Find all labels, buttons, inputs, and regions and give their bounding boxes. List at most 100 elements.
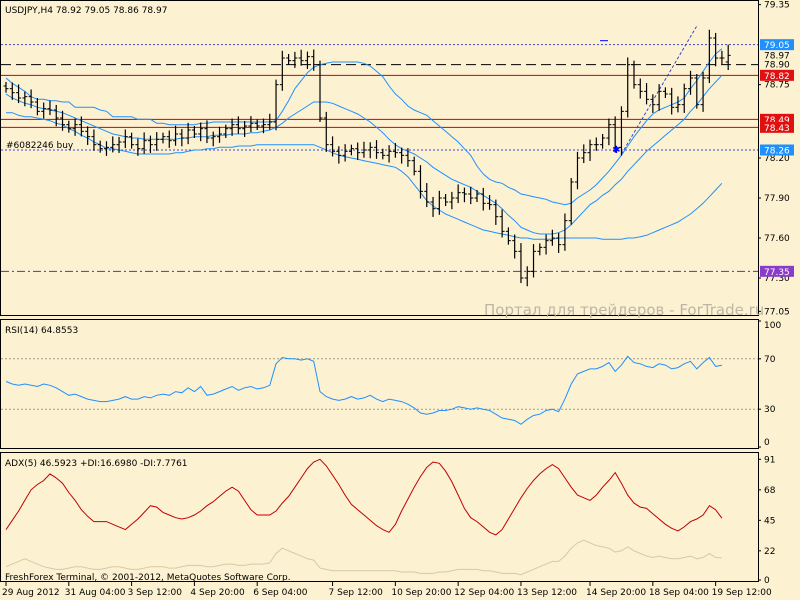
adx-y-tick-label: 22 <box>764 547 775 557</box>
adx-y-tick-label: 0 <box>764 576 770 586</box>
price-tag: 78.90 <box>764 61 790 71</box>
x-tick-label: 19 Sep 12:00 <box>712 588 772 598</box>
price-bar <box>267 113 273 130</box>
price-bar <box>53 104 59 127</box>
price-bar <box>97 140 103 153</box>
main-y-tick-label: 78.75 <box>764 81 790 91</box>
price-bar <box>317 60 323 122</box>
price-bar <box>311 49 317 71</box>
price-bar <box>524 266 530 287</box>
price-bar <box>110 136 116 153</box>
price-bar <box>681 83 687 113</box>
price-tag-label: 79.05 <box>764 41 790 51</box>
price-bar <box>248 116 254 133</box>
price-bar <box>386 145 392 163</box>
price-bar <box>587 139 593 161</box>
price-bar <box>612 116 618 153</box>
main-y-tick-label: 78.20 <box>764 154 790 164</box>
rsi-y-tick-label: 30 <box>764 405 776 415</box>
price-bar <box>254 119 260 130</box>
footer-copyright: FreshForex Terminal, © 2001-2012, MetaQu… <box>5 573 291 583</box>
rsi-y-tick-label: 0 <box>764 438 770 448</box>
price-bar <box>499 209 505 238</box>
price-bar <box>637 78 643 99</box>
price-bar <box>600 134 606 149</box>
price-bar <box>669 87 675 115</box>
rsi-y-tick-label: 100 <box>764 321 781 331</box>
price-bar <box>286 54 292 65</box>
main-y-tick-label: 77.30 <box>764 274 790 284</box>
price-bar <box>135 138 141 156</box>
adx-pane <box>5 458 723 576</box>
price-bar <box>549 229 555 246</box>
price-bar <box>22 91 28 107</box>
price-tag-background <box>760 144 794 156</box>
x-tick-label: 29 Aug 2012 <box>2 588 60 598</box>
price-bar <box>487 195 493 210</box>
x-tick-label: 6 Sep 04:00 <box>253 588 308 598</box>
price-tag-label: 78.90 <box>764 61 790 71</box>
price-bar <box>505 227 511 245</box>
price-tag-label: 78.26 <box>764 147 790 157</box>
price-bar <box>217 126 223 143</box>
price-bar <box>129 132 135 149</box>
price-bar <box>147 135 153 153</box>
price-bar <box>468 186 474 205</box>
price-bar <box>91 129 97 151</box>
price-bar <box>694 74 700 109</box>
price-bar <box>103 141 109 156</box>
price-tag-label: 78.49 <box>764 116 790 126</box>
price-bar <box>34 98 40 116</box>
main-y-tick-label: 77.60 <box>764 234 790 244</box>
price-bar <box>474 190 480 202</box>
price-bar <box>116 136 122 153</box>
price-bar <box>223 124 229 138</box>
price-bar <box>662 87 668 98</box>
price-bar <box>260 118 266 134</box>
x-tick-label: 7 Sep 12:00 <box>329 588 384 598</box>
x-tick-label: 10 Sep 20:00 <box>391 588 451 598</box>
x-tick-label: 12 Sep 04:00 <box>454 588 514 598</box>
adx-y-tick-label: 68 <box>764 486 776 496</box>
price-bar <box>706 29 712 84</box>
price-bar <box>355 142 361 160</box>
price-bar <box>650 94 656 113</box>
price-bar <box>85 126 91 145</box>
adx-line <box>5 458 723 536</box>
price-tag: 78.43 <box>760 121 794 134</box>
price-tag-label: 78.43 <box>764 124 790 134</box>
price-bar <box>9 82 15 100</box>
x-tick-label: 14 Sep 20:00 <box>586 588 646 598</box>
price-bar <box>60 110 66 131</box>
price-bar <box>449 191 455 210</box>
price-bar <box>556 232 562 253</box>
price-bar <box>700 71 706 112</box>
price-bar <box>518 243 524 284</box>
main-y-tick-label: 77.90 <box>764 194 790 204</box>
price-bar <box>66 120 72 133</box>
price-bar <box>405 148 411 167</box>
price-tag: 79.05 <box>760 39 794 51</box>
price-bar <box>644 83 650 105</box>
price-bar <box>47 100 53 116</box>
price-bar <box>618 106 624 156</box>
price-bar <box>399 147 405 164</box>
price-bar <box>568 178 574 225</box>
price-tag-background <box>760 265 794 277</box>
rsi-line <box>5 355 722 425</box>
price-bar <box>606 118 612 146</box>
price-bar <box>173 125 179 146</box>
price-bar <box>160 132 166 144</box>
price-bar <box>374 140 380 159</box>
main-pane: ✱ <box>1 25 758 287</box>
price-bar <box>443 194 449 206</box>
price-bar <box>430 196 436 217</box>
price-bar <box>122 129 128 149</box>
price-bar <box>179 128 185 147</box>
price-bar <box>304 51 310 69</box>
price-bar <box>424 183 430 208</box>
price-bar <box>512 234 518 259</box>
price-bar <box>298 49 304 66</box>
rsi-pane <box>1 355 758 425</box>
